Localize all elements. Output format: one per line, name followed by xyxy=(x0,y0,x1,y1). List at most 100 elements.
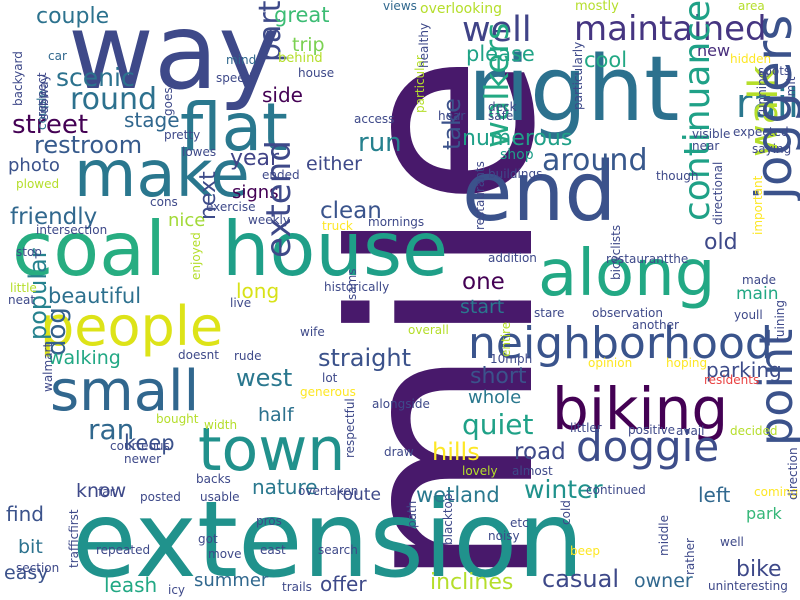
cloud-word: street xyxy=(12,110,89,140)
cloud-word: coming xyxy=(754,485,799,499)
cloud-word: access xyxy=(354,112,395,126)
cloud-word: rude xyxy=(234,349,262,363)
cloud-word: usable xyxy=(200,490,240,504)
cloud-word: either xyxy=(306,153,362,175)
cloud-word: directional xyxy=(711,161,725,225)
cloud-word: know xyxy=(76,480,127,502)
cloud-word: nice xyxy=(168,210,206,231)
cloud-word: positive xyxy=(628,423,676,437)
cloud-word: photo xyxy=(8,155,60,176)
cloud-word: old xyxy=(704,230,738,255)
cloud-word: uninteresting xyxy=(708,579,788,593)
cloud-word: parking xyxy=(706,358,782,382)
cloud-word: buildings xyxy=(488,167,543,181)
cloud-word: deck xyxy=(488,100,517,114)
cloud-word: stage xyxy=(124,108,180,132)
cloud-word: well xyxy=(462,10,532,50)
cloud-word: 10mph xyxy=(490,352,533,366)
cloud-word: mind xyxy=(226,53,257,67)
cloud-word: section xyxy=(16,561,60,575)
cloud-word: direction xyxy=(786,447,800,500)
cloud-word: truck xyxy=(322,219,353,233)
cloud-word: hills xyxy=(432,438,480,466)
cloud-word: road xyxy=(514,439,566,465)
cloud-word: running xyxy=(755,70,769,117)
cloud-word: town xyxy=(198,415,346,485)
cloud-word: left xyxy=(698,483,731,507)
cloud-word: lowes xyxy=(182,145,217,159)
cloud-word: almost xyxy=(512,464,553,478)
cloud-word: ran xyxy=(88,413,135,446)
cloud-word: healthy xyxy=(417,22,431,68)
cloud-word: speed xyxy=(216,71,253,85)
cloud-word: nature xyxy=(252,475,318,499)
cloud-word: neighborhood xyxy=(468,318,773,369)
cloud-word: beautiful xyxy=(48,284,142,308)
cloud-word: rather xyxy=(683,538,697,575)
cloud-word: owner xyxy=(634,570,693,592)
cloud-word: respectful xyxy=(343,398,357,458)
cloud-word: little xyxy=(10,281,37,295)
cloud-word: route xyxy=(336,485,381,505)
cloud-word: walking xyxy=(48,347,121,369)
cloud-word: newer xyxy=(124,452,162,466)
cloud-word: area xyxy=(738,0,765,13)
cloud-word: search xyxy=(318,543,358,557)
cloud-word: people xyxy=(40,295,224,358)
cloud-word: continued xyxy=(586,483,646,497)
cloud-word: respect xyxy=(35,72,49,117)
cloud-word: small xyxy=(50,359,200,424)
cloud-word: generous xyxy=(300,385,356,399)
cloud-word: inclines xyxy=(430,570,514,595)
cloud-word: park xyxy=(746,504,782,523)
cloud-word: another xyxy=(632,318,679,332)
cloud-word: long xyxy=(236,279,280,303)
cloud-word: house xyxy=(222,205,449,293)
cloud-word: right xyxy=(468,37,680,142)
cloud-word: residents xyxy=(704,373,760,387)
cloud-word: draw xyxy=(384,445,414,459)
cloud-word: please xyxy=(466,42,535,66)
cloud-word: noisy xyxy=(488,529,520,543)
cloud-word: easy xyxy=(4,562,49,584)
cloud-word: exercise xyxy=(206,200,256,214)
cloud-word: extension xyxy=(72,479,584,600)
cloud-word: casual xyxy=(542,565,619,593)
cloud-word: house xyxy=(298,66,335,80)
cloud-word: visible xyxy=(692,127,731,141)
cloud-word: expected xyxy=(733,125,789,139)
cloud-word: start xyxy=(460,296,505,318)
cloud-word: cold xyxy=(559,500,573,525)
cloud-word: behind xyxy=(278,51,323,66)
cloud-word: year xyxy=(230,146,280,171)
cloud-word: backyard xyxy=(11,51,25,106)
cloud-word: enjoyed xyxy=(189,232,203,280)
cloud-word: find xyxy=(6,502,44,526)
cloud-word: youll xyxy=(734,308,763,322)
cloud-word: hoping xyxy=(666,356,708,370)
cloud-word: bike xyxy=(736,557,782,582)
cloud-word: etc xyxy=(510,516,529,530)
cloud-word: middle xyxy=(657,515,671,556)
cloud-word: bit xyxy=(18,536,43,558)
cloud-word: winter xyxy=(524,475,603,504)
cloud-word: wetland xyxy=(416,483,500,507)
cloud-word: far xyxy=(98,485,115,499)
cloud-word: trafficfirst xyxy=(67,509,81,568)
cloud-word: lot xyxy=(322,371,338,385)
cloud-word: pretty xyxy=(164,128,201,142)
cloud-word: side xyxy=(262,83,303,107)
cloud-word: restaurants xyxy=(473,161,487,230)
cloud-word: plowed xyxy=(16,177,60,191)
cloud-word: clean xyxy=(320,198,382,224)
cloud-word: doesnt xyxy=(178,348,219,362)
cloud-word: extend xyxy=(259,140,299,258)
cloud-word: historically xyxy=(324,280,390,294)
cloud-word: repeated xyxy=(96,543,151,557)
cloud-word: made xyxy=(742,273,777,287)
cloud-word: trip xyxy=(292,34,325,56)
cloud-word: hear xyxy=(438,109,466,123)
cloud-word: well xyxy=(720,535,744,549)
cloud-word: observation xyxy=(592,306,663,320)
cloud-word: ended xyxy=(262,168,300,182)
